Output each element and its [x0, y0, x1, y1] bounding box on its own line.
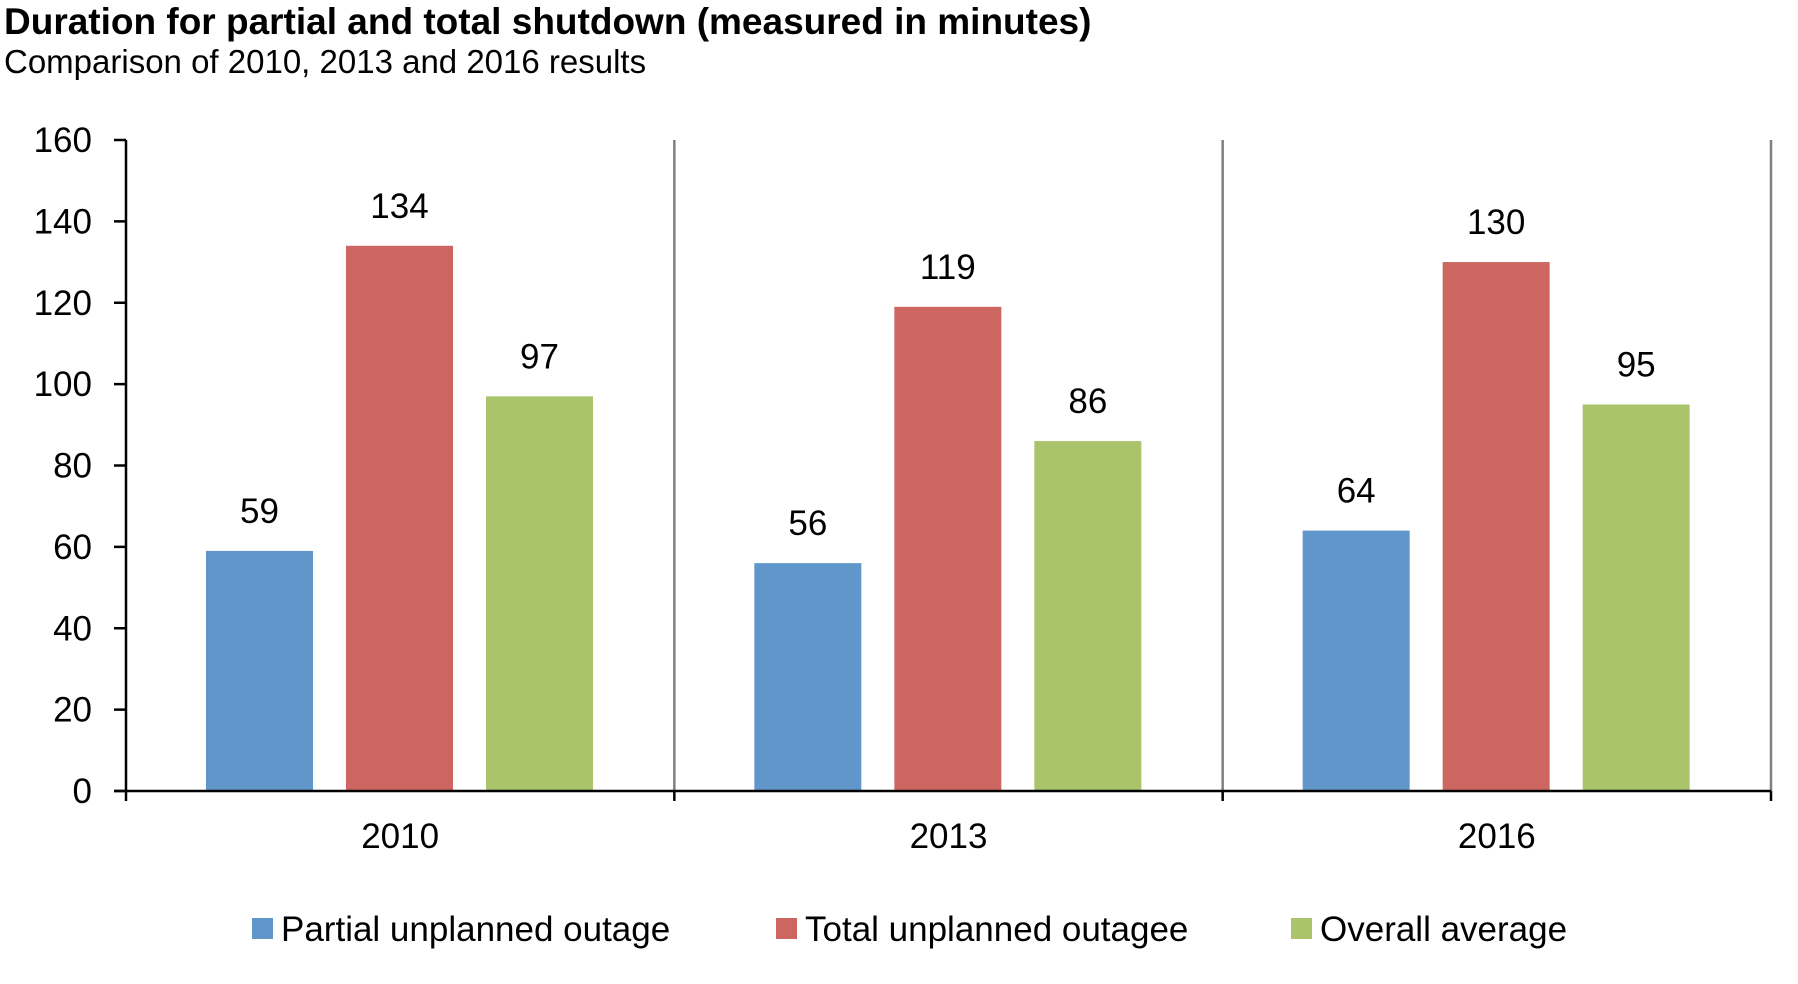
y-tick-label: 0	[73, 772, 92, 811]
y-tick-label: 40	[53, 609, 92, 648]
bar	[754, 563, 862, 791]
bar	[486, 396, 593, 791]
bar	[1302, 530, 1410, 791]
y-tick-label: 20	[53, 691, 92, 730]
legend-swatch	[776, 918, 797, 939]
legend-label: Total unplanned outagee	[805, 910, 1188, 949]
bar	[894, 306, 1002, 791]
y-tick-label: 100	[34, 365, 92, 404]
bar	[1442, 262, 1550, 791]
data-label: 97	[520, 337, 559, 376]
legend-label: Partial unplanned outage	[281, 910, 670, 949]
data-label: 56	[788, 504, 827, 543]
bar	[1034, 441, 1142, 791]
y-tick-label: 60	[53, 528, 92, 567]
y-tick-label: 80	[53, 447, 92, 486]
y-tick-label: 160	[34, 121, 92, 160]
x-tick-label: 2010	[361, 817, 439, 856]
x-tick-label: 2013	[910, 817, 988, 856]
data-label: 64	[1337, 472, 1376, 511]
legend-label: Overall average	[1320, 910, 1567, 949]
legend-swatch	[252, 918, 273, 939]
data-label: 130	[1467, 203, 1525, 242]
data-label: 119	[920, 248, 976, 287]
bar	[206, 550, 313, 791]
y-tick-label: 140	[34, 202, 92, 241]
bar	[1582, 404, 1690, 791]
data-label: 59	[240, 492, 279, 531]
data-label: 134	[370, 187, 428, 226]
legend-swatch	[1291, 918, 1312, 939]
data-label: 86	[1068, 382, 1107, 421]
chart-subtitle: Comparison of 2010, 2013 and 2016 result…	[4, 43, 647, 80]
x-tick-label: 2016	[1458, 817, 1536, 856]
bar	[346, 245, 453, 792]
y-tick-label: 120	[34, 284, 92, 323]
data-label: 95	[1617, 345, 1656, 384]
chart-title: Duration for partial and total shutdown …	[4, 1, 1092, 42]
